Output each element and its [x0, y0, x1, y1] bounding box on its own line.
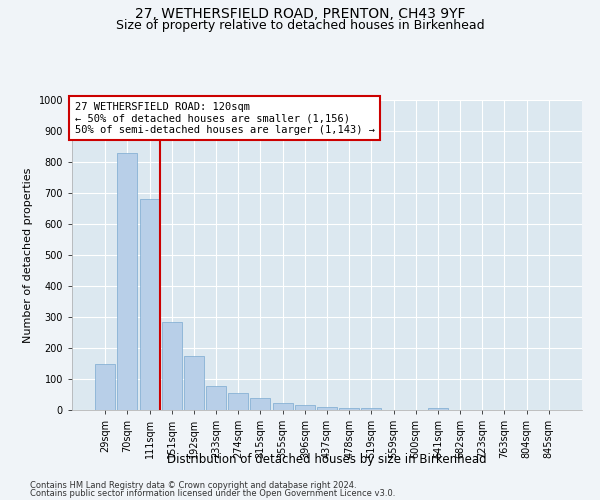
Bar	[118, 152, 137, 410]
Text: Size of property relative to detached houses in Birkenhead: Size of property relative to detached ho…	[116, 18, 484, 32]
Bar	[272, 403, 293, 410]
Bar	[250, 398, 271, 410]
Bar	[361, 408, 382, 410]
Text: Contains public sector information licensed under the Open Government Licence v3: Contains public sector information licen…	[30, 489, 395, 498]
Bar	[162, 322, 182, 410]
Text: 27 WETHERSFIELD ROAD: 120sqm
← 50% of detached houses are smaller (1,156)
50% of: 27 WETHERSFIELD ROAD: 120sqm ← 50% of de…	[74, 102, 374, 134]
Text: Contains HM Land Registry data © Crown copyright and database right 2024.: Contains HM Land Registry data © Crown c…	[30, 481, 356, 490]
Bar	[428, 408, 448, 410]
Bar	[339, 408, 359, 410]
Bar	[228, 393, 248, 410]
Bar	[206, 386, 226, 410]
Bar	[295, 406, 315, 410]
Bar	[184, 356, 204, 410]
Bar	[140, 199, 160, 410]
Text: 27, WETHERSFIELD ROAD, PRENTON, CH43 9YF: 27, WETHERSFIELD ROAD, PRENTON, CH43 9YF	[135, 8, 465, 22]
Y-axis label: Number of detached properties: Number of detached properties	[23, 168, 33, 342]
Bar	[95, 364, 115, 410]
Text: Distribution of detached houses by size in Birkenhead: Distribution of detached houses by size …	[167, 452, 487, 466]
Bar	[317, 407, 337, 410]
